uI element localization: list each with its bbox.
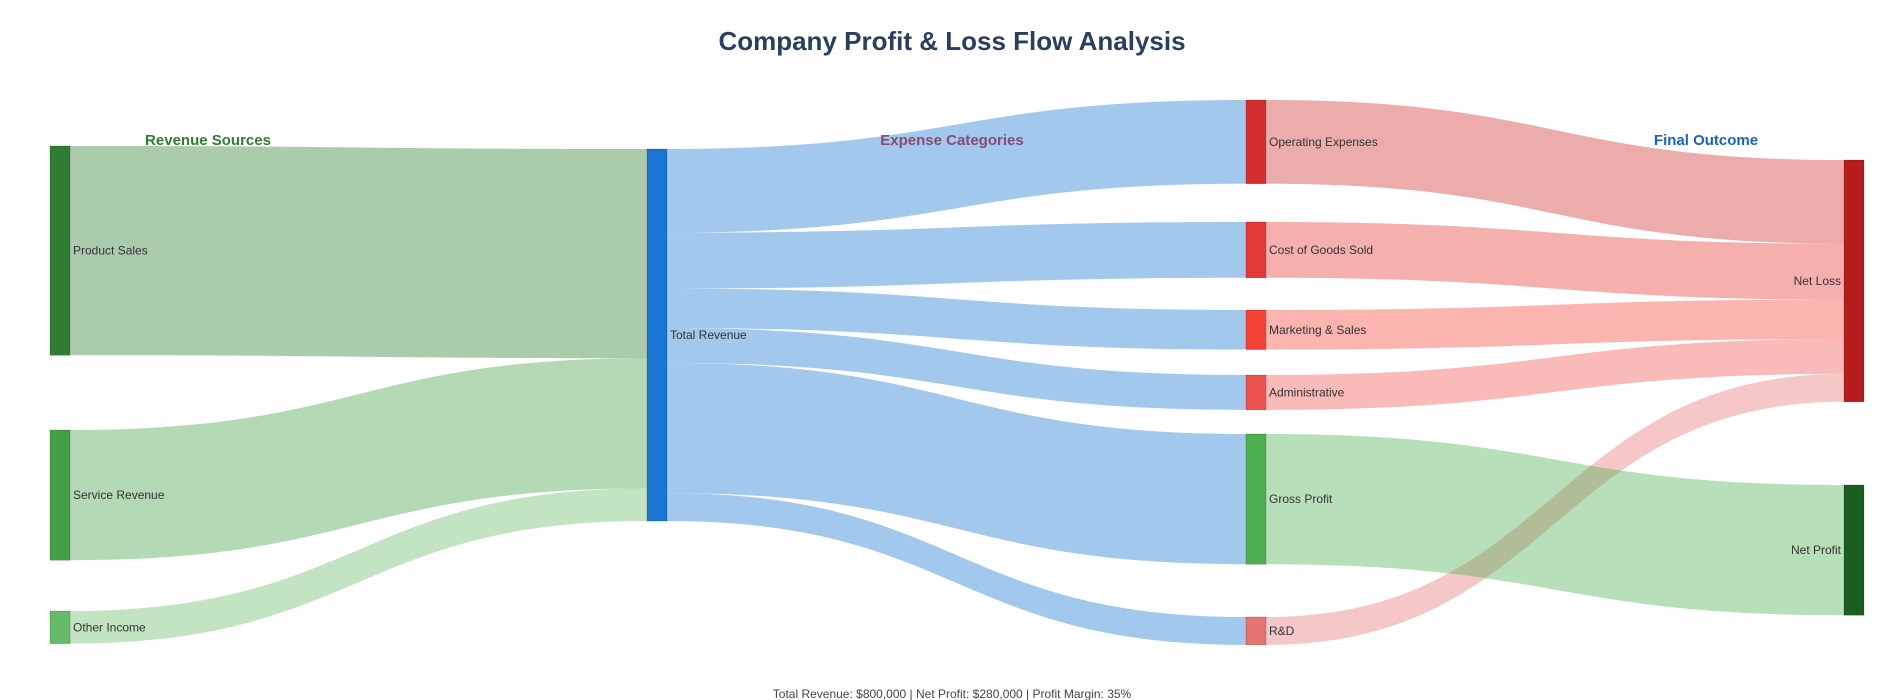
flow-link-other_income-to-total_revenue [70, 488, 647, 644]
node-net-profit [1843, 484, 1865, 616]
flow-link-product_sales-to-total_revenue [70, 146, 647, 359]
node-label-service-revenue: Service Revenue [73, 488, 165, 502]
flow-link-operating_expenses-to-net_loss [1266, 100, 1844, 244]
column-header-revenue-sources: Revenue Sources [145, 132, 271, 149]
node-label-net-profit: Net Profit [1791, 543, 1842, 557]
node-administrative [1245, 374, 1267, 411]
flow-link-gross_profit-to-net_profit [1266, 434, 1844, 616]
flow-link-marketing_sales-to-net_loss [1266, 299, 1844, 350]
node-marketing-sales [1245, 309, 1267, 350]
chart-footer-summary: Total Revenue: $800,000 | Net Profit: $2… [773, 687, 1132, 700]
node-label-total-revenue: Total Revenue [670, 328, 747, 342]
node-total-revenue [646, 148, 668, 522]
flow-link-total_revenue-to-operating_expenses [667, 100, 1246, 233]
column-header-final-outcome: Final Outcome [1654, 132, 1758, 149]
flow-link-service_revenue-to-total_revenue [70, 358, 647, 561]
node-label-rnd: R&D [1269, 624, 1295, 638]
node-label-other-income: Other Income [73, 620, 146, 634]
node-other-income [49, 610, 71, 644]
node-gross-profit [1245, 433, 1267, 565]
node-net-loss [1843, 159, 1865, 403]
flow-link-cogs-to-net_loss [1266, 222, 1844, 300]
node-label-marketing-sales: Marketing & Sales [1269, 323, 1366, 337]
node-label-cogs: Cost of Goods Sold [1269, 243, 1373, 257]
flow-link-total_revenue-to-administrative [667, 328, 1246, 410]
links-layer [70, 100, 1844, 645]
chart-title: Company Profit & Loss Flow Analysis [718, 26, 1185, 56]
node-rnd [1245, 616, 1267, 646]
nodes-layer [49, 99, 1865, 646]
node-label-net-loss: Net Loss [1794, 274, 1841, 288]
node-operating-expenses [1245, 99, 1267, 184]
labels-layer: Product Sales Service Revenue Other Income… [73, 135, 1842, 638]
node-service-revenue [49, 429, 71, 561]
flow-link-total_revenue-to-gross_profit [667, 362, 1246, 565]
flow-link-rnd-to-net_loss [1266, 373, 1844, 645]
node-label-administrative: Administrative [1269, 385, 1345, 399]
node-label-operating-expenses: Operating Expenses [1269, 135, 1378, 149]
column-header-expense-categories: Expense Categories [880, 132, 1023, 149]
flow-link-total_revenue-to-cogs [667, 222, 1246, 289]
node-label-product-sales: Product Sales [73, 244, 148, 258]
node-label-gross-profit: Gross Profit [1269, 492, 1333, 506]
node-cogs [1245, 221, 1267, 279]
flow-link-administrative-to-net_loss [1266, 339, 1844, 410]
node-product-sales [49, 145, 71, 356]
flow-link-total_revenue-to-marketing_sales [667, 288, 1246, 350]
flow-link-total_revenue-to-rnd [667, 493, 1246, 645]
